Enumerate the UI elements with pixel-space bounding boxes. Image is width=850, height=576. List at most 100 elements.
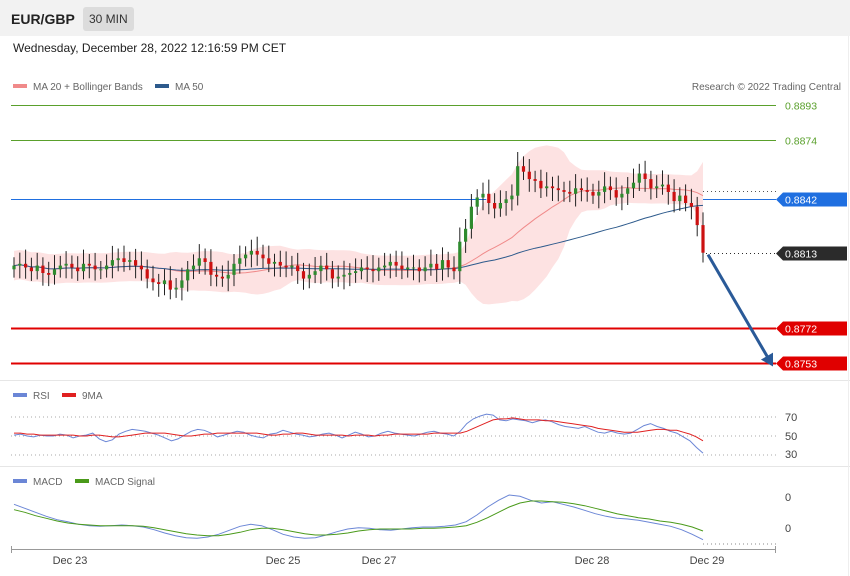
candle-body bbox=[128, 260, 132, 262]
candle-body bbox=[99, 269, 103, 271]
candle-body bbox=[12, 265, 16, 270]
candle-body bbox=[608, 186, 612, 191]
candle-body bbox=[359, 267, 363, 272]
arrow-head bbox=[760, 352, 773, 367]
candle-body bbox=[464, 228, 468, 242]
level-badge bbox=[776, 321, 847, 336]
candle-body bbox=[388, 261, 392, 266]
candle-body bbox=[655, 186, 659, 189]
header-bar: EUR/GBP 30 MIN bbox=[0, 0, 850, 36]
candle-body bbox=[157, 282, 161, 284]
candle-body bbox=[603, 186, 607, 192]
candle-body bbox=[35, 265, 39, 272]
candle-body bbox=[93, 265, 97, 270]
candle-body bbox=[423, 267, 427, 272]
macd-legend: MACD MACD Signal bbox=[13, 477, 155, 488]
candle-body bbox=[539, 180, 543, 189]
candle-body bbox=[429, 263, 433, 268]
candle-body bbox=[41, 265, 45, 273]
candle-body bbox=[550, 186, 555, 189]
candle-body bbox=[307, 274, 311, 279]
candle-body bbox=[684, 195, 688, 203]
arrow-shaft bbox=[706, 253, 772, 363]
candle-body bbox=[527, 171, 531, 180]
candle-body bbox=[614, 190, 618, 198]
candle-body bbox=[162, 280, 167, 285]
price-legend: MA 20 + Bollinger Bands MA 50 Research ©… bbox=[13, 82, 841, 93]
candle-body bbox=[191, 265, 196, 270]
candle-body bbox=[278, 261, 282, 266]
legend-swatch-9ma bbox=[62, 393, 76, 397]
candle-body bbox=[70, 263, 74, 268]
candle-body bbox=[562, 190, 566, 192]
candle-body bbox=[701, 225, 705, 253]
macd-level-upper: 0 bbox=[785, 492, 791, 504]
candle-body bbox=[452, 267, 456, 272]
candle-body bbox=[383, 265, 387, 268]
level-lines bbox=[11, 105, 776, 365]
candle-body bbox=[631, 182, 636, 189]
level-badge bbox=[776, 246, 847, 261]
level-badge-label: 0.8772 bbox=[785, 324, 817, 336]
candle-body bbox=[58, 265, 62, 270]
candle-body bbox=[516, 166, 520, 196]
candle-body bbox=[620, 193, 624, 198]
candle-body bbox=[510, 195, 514, 200]
x-tick-dec-27: Dec 27 bbox=[362, 555, 397, 567]
rsi-level-50: 50 bbox=[785, 431, 797, 443]
candle-body bbox=[226, 274, 230, 279]
legend-swatch-macd bbox=[13, 479, 27, 483]
candle-body bbox=[180, 280, 184, 288]
candle-body bbox=[261, 254, 265, 259]
candle-body bbox=[469, 206, 473, 229]
candle-body bbox=[290, 265, 294, 268]
candle-body bbox=[458, 241, 462, 272]
candle-body bbox=[365, 267, 369, 270]
level-badge-label: 0.8813 bbox=[785, 249, 817, 261]
candle-body bbox=[666, 184, 670, 192]
candle-body bbox=[220, 276, 224, 279]
candle-body bbox=[249, 250, 253, 255]
candle-body bbox=[203, 258, 207, 262]
candle-body bbox=[255, 250, 259, 255]
candle-body bbox=[232, 263, 236, 275]
research-credit: Research © 2022 Trading Central bbox=[692, 82, 841, 93]
candle-body bbox=[689, 203, 693, 207]
candle-body bbox=[435, 263, 439, 270]
rsi-level-30: 30 bbox=[785, 449, 797, 461]
candle-body bbox=[493, 203, 497, 209]
candle-body bbox=[336, 276, 340, 279]
x-tick-dec-29: Dec 29 bbox=[690, 555, 725, 567]
candle-body bbox=[272, 261, 277, 264]
x-tick-dec-28: Dec 28 bbox=[575, 555, 610, 567]
projection-arrow bbox=[706, 253, 773, 367]
legend-macd-signal-label: MACD Signal bbox=[95, 477, 155, 488]
candle-body bbox=[348, 273, 352, 275]
candle-body bbox=[585, 190, 589, 192]
candle-body bbox=[568, 191, 572, 194]
candle-body bbox=[296, 265, 300, 272]
candle-body bbox=[672, 191, 676, 202]
candle-body bbox=[678, 195, 682, 202]
timestamp: Wednesday, December 28, 2022 12:16:59 PM… bbox=[13, 41, 287, 55]
legend-swatch-macd-signal bbox=[75, 479, 89, 483]
rsi-plot bbox=[11, 413, 776, 456]
candle-body bbox=[87, 263, 91, 266]
candle-body bbox=[29, 267, 33, 272]
timeframe-button[interactable]: 30 MIN bbox=[83, 7, 134, 31]
candle-body bbox=[145, 269, 149, 279]
legend-9ma-label: 9MA bbox=[82, 391, 103, 402]
bollinger-fill bbox=[14, 145, 703, 305]
candle-body bbox=[76, 267, 80, 272]
candle-body bbox=[649, 179, 653, 189]
macd-plot bbox=[13, 494, 776, 545]
legend-swatch-ma50 bbox=[155, 84, 169, 88]
candle-body bbox=[238, 258, 242, 264]
rsi-ma-line bbox=[14, 417, 704, 442]
candle-body bbox=[110, 260, 114, 266]
legend-ma20-label: MA 20 + Bollinger Bands bbox=[33, 82, 143, 93]
candle-body bbox=[533, 179, 537, 181]
rsi-legend: RSI 9MA bbox=[13, 391, 103, 402]
candle-body bbox=[354, 271, 358, 273]
